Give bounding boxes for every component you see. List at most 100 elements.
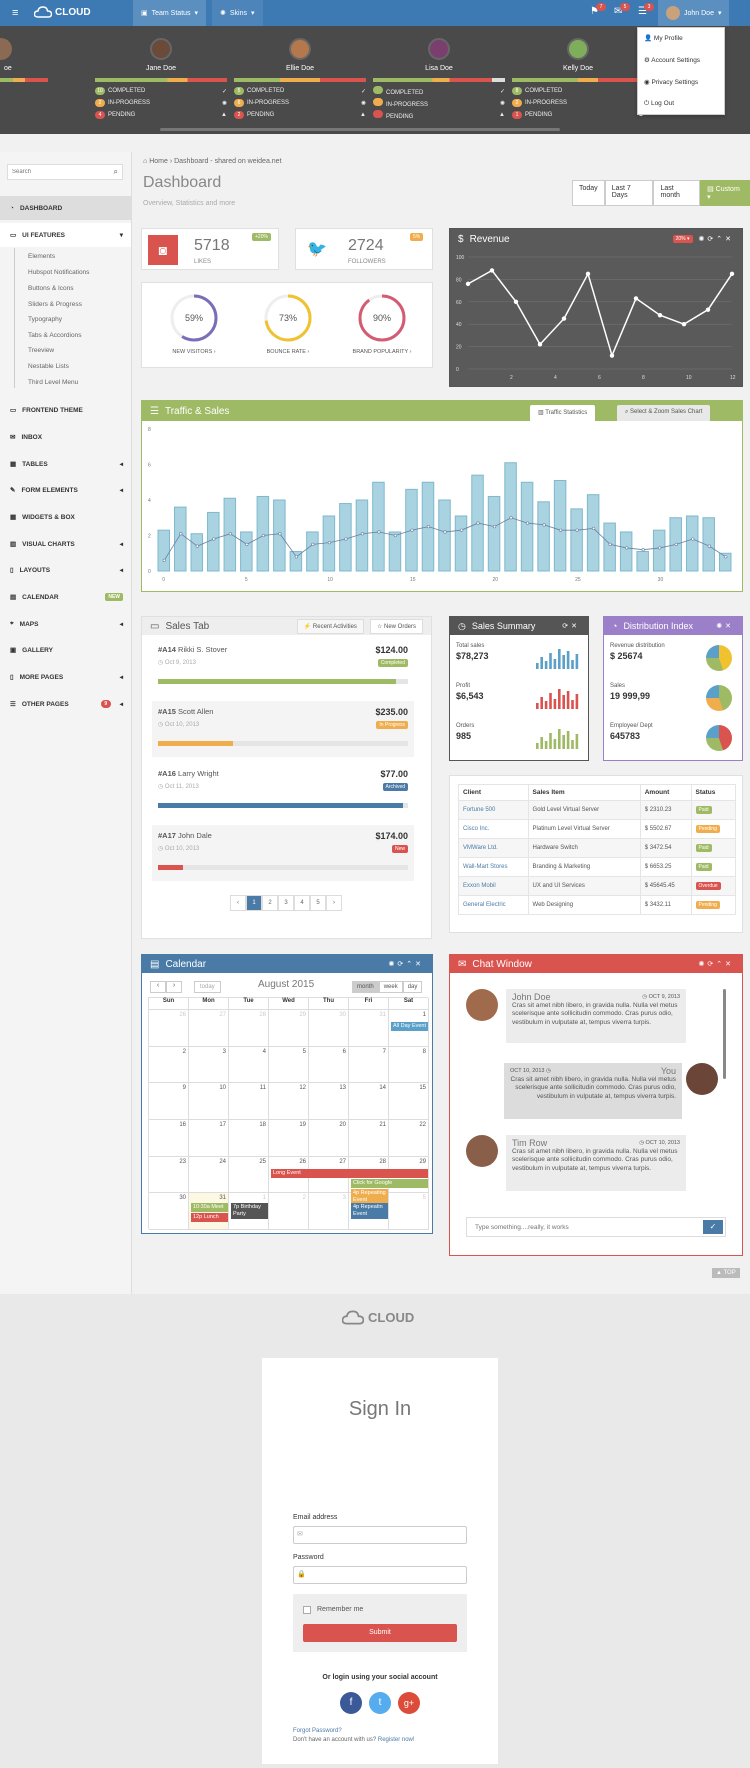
tab-zoom-sales[interactable]: ⌕ Select & Zoom Sales Chart: [617, 405, 711, 421]
google-plus-button[interactable]: g+: [398, 1692, 420, 1714]
sidebar-item-tables[interactable]: ▦ Tables ◂: [0, 452, 131, 476]
sidebar-item-charts[interactable]: ▥ Visual Charts ◂: [0, 532, 131, 556]
calendar-day[interactable]: 12: [269, 1083, 309, 1120]
today-button[interactable]: Today: [572, 180, 605, 206]
calendar-day[interactable]: 8: [389, 1046, 429, 1084]
calendar-day[interactable]: 17: [189, 1120, 229, 1157]
calendar-day[interactable]: 29: [269, 1010, 309, 1047]
skins-menu[interactable]: ✺ Skins ▾: [212, 0, 263, 26]
calendar-day[interactable]: 10: [189, 1083, 229, 1120]
calendar-event[interactable]: All Day Event: [391, 1022, 428, 1031]
calendar-day[interactable]: 5: [269, 1046, 309, 1084]
calendar-day[interactable]: 27: [189, 1010, 229, 1047]
submit-button[interactable]: Submit: [303, 1624, 457, 1642]
sidebar-item-more-pages[interactable]: ▯ More Pages ◂: [0, 665, 131, 689]
calendar-day[interactable]: 26: [149, 1010, 189, 1047]
team-status-menu[interactable]: ▣ Team Status ▾: [133, 0, 207, 26]
panel-tools[interactable]: ✺⟳⌃✕: [388, 961, 424, 968]
last-month-button[interactable]: Last month: [653, 180, 701, 206]
chat-scrollbar[interactable]: [723, 989, 726, 1079]
calendar-day[interactable]: 31: [349, 1010, 389, 1047]
client-link[interactable]: Exxon Mobil: [458, 876, 529, 896]
view-week-button[interactable]: week: [378, 981, 403, 993]
calendar-day[interactable]: 5: [389, 1193, 429, 1230]
brand-logo[interactable]: CLOUD: [34, 6, 91, 18]
client-link[interactable]: Wall-Mart Stores: [458, 857, 529, 877]
sidebar-item-gallery[interactable]: ▣ Gallery: [0, 638, 131, 662]
calendar-day[interactable]: 2: [149, 1046, 189, 1084]
password-field[interactable]: [293, 1566, 467, 1584]
calendar-day[interactable]: 13: [309, 1083, 349, 1120]
team-scrollbar[interactable]: [160, 128, 560, 131]
privacy-settings-item[interactable]: ◉ Privacy Settings: [644, 79, 699, 86]
calendar-day[interactable]: 16: [149, 1120, 189, 1157]
breadcrumb-home[interactable]: Home: [149, 158, 168, 165]
gauge-label[interactable]: BOUNCE RATE ›: [266, 349, 310, 355]
calendar-day[interactable]: 23: [149, 1156, 189, 1194]
sidebar-item-maps[interactable]: ⌖ Maps ◂: [0, 612, 131, 636]
calendar-event[interactable]: 7p Birthday Party: [231, 1203, 268, 1220]
sub-item-tabs[interactable]: Tabs & Accordions: [28, 332, 82, 339]
facebook-button[interactable]: f: [340, 1692, 362, 1714]
logout-item[interactable]: ⏻ Log Out: [644, 100, 675, 107]
my-profile-item[interactable]: 👤 My Profile: [644, 35, 683, 42]
view-month-button[interactable]: month: [352, 981, 379, 993]
sub-item-hubspot[interactable]: Hubspot Notifications: [28, 269, 90, 276]
calendar-day[interactable]: 28: [229, 1010, 269, 1047]
sub-item-buttons[interactable]: Buttons & Icons: [28, 285, 74, 292]
forgot-password-link[interactable]: Forgot Password?: [293, 1728, 342, 1734]
menu-toggle-button[interactable]: ≡: [12, 7, 19, 19]
page-button[interactable]: 2: [262, 895, 278, 911]
calendar-event[interactable]: 4p Repeating Event: [351, 1188, 388, 1205]
calendar-day[interactable]: 1: [229, 1193, 269, 1230]
calendar-day[interactable]: 20: [309, 1120, 349, 1157]
client-link[interactable]: Cisco Inc.: [458, 819, 529, 839]
notifications-button[interactable]: ⚑ 7: [590, 3, 606, 17]
sub-item-elements[interactable]: Elements: [28, 253, 56, 260]
sub-item-nestable[interactable]: Nestable Lists: [28, 363, 69, 370]
tab-traffic-statistics[interactable]: ▥ Traffic Statistics: [530, 405, 596, 421]
page-button[interactable]: ‹: [230, 895, 246, 911]
calendar-event[interactable]: 4p Repeatin Event: [351, 1203, 388, 1220]
page-button[interactable]: ›: [326, 895, 342, 911]
sub-item-treeview[interactable]: Treeview: [28, 347, 55, 354]
page-button[interactable]: 3: [278, 895, 294, 911]
order-item[interactable]: #A15 Scott Allen $235.00 ◷ Oct 10, 2013 In …: [152, 701, 414, 757]
sidebar-item-calendar[interactable]: ▤ Calendar NEW: [0, 585, 131, 609]
messages-button[interactable]: ✉ 5: [614, 3, 630, 17]
sidebar-item-frontend[interactable]: ▭ Frontend Theme: [0, 398, 131, 422]
calendar-day[interactable]: 29: [389, 1156, 429, 1194]
search-input[interactable]: [8, 165, 104, 179]
panel-tools[interactable]: ✺⟳⌃✕: [698, 961, 734, 968]
calendar-day[interactable]: 3: [189, 1046, 229, 1084]
calendar-day[interactable]: 14: [349, 1083, 389, 1120]
last-7-days-button[interactable]: Last 7 Days: [604, 180, 654, 206]
page-button[interactable]: 5: [310, 895, 326, 911]
calendar-day[interactable]: 3: [309, 1193, 349, 1230]
sidebar-item-dashboard[interactable]: ◔ Dashboard: [0, 196, 131, 220]
calendar-event[interactable]: 12p Lunch: [191, 1213, 228, 1223]
custom-range-button[interactable]: ▤ Custom ▾: [700, 180, 750, 206]
calendar-day[interactable]: 2: [269, 1193, 309, 1230]
panel-tools[interactable]: ✺✕: [716, 623, 734, 630]
sidebar-item-other-pages[interactable]: ☰ Other Pages 9 ◂: [0, 692, 131, 716]
panel-tools[interactable]: ⟳✕: [562, 623, 580, 630]
account-settings-item[interactable]: ⚙ Account Settings: [644, 57, 701, 64]
calendar-day[interactable]: 6: [309, 1046, 349, 1084]
user-menu-button[interactable]: John Doe ▾: [658, 0, 730, 26]
calendar-day[interactable]: 11: [229, 1083, 269, 1120]
register-link[interactable]: Register now!: [377, 1737, 415, 1743]
calendar-day[interactable]: 1: [389, 1010, 429, 1047]
send-button[interactable]: ✓: [703, 1220, 723, 1234]
calendar-day[interactable]: 4: [229, 1046, 269, 1084]
page-button[interactable]: 4: [294, 895, 310, 911]
order-item[interactable]: #A16 Larry Wright $77.00 ◷ Oct 11, 2013 Arc…: [152, 763, 414, 819]
order-item[interactable]: #A14 Rikki S. Stover $124.00 ◷ Oct 9, 2013…: [152, 639, 414, 695]
back-to-top-button[interactable]: ▲ TOP: [712, 1268, 740, 1278]
sidebar-item-inbox[interactable]: ✉ Inbox: [0, 425, 131, 449]
sidebar-item-widgets[interactable]: ▦ Widgets & Box: [0, 505, 131, 529]
calendar-day[interactable]: 19: [269, 1120, 309, 1157]
client-link[interactable]: Fortune 500: [458, 800, 529, 820]
calendar-day[interactable]: 21: [349, 1120, 389, 1157]
email-field[interactable]: [293, 1526, 467, 1544]
